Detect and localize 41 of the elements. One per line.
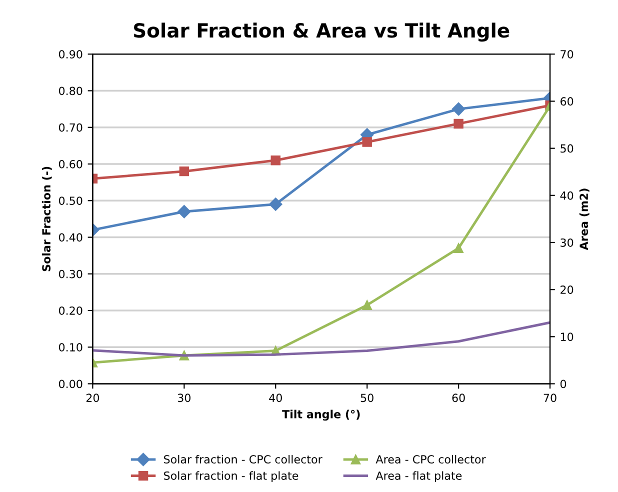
point (270, 155, 280, 166)
point (179, 166, 190, 176)
x-tick-label: 30 (178, 394, 190, 402)
y-tick-label: 0.40 (58, 233, 82, 242)
point (178, 205, 191, 218)
y2-tick-label: 30 (560, 238, 574, 247)
y-tick-label: 0.10 (58, 343, 82, 352)
point (362, 300, 372, 310)
x-tick-label: 20 (86, 394, 100, 402)
legend-label: Solar fraction - CPC collector (164, 454, 322, 464)
y-tick-label: 0.70 (58, 123, 82, 132)
y-tick-label: 0.00 (58, 380, 82, 388)
x-axis-title: Tilt angle (°) (282, 410, 360, 421)
y2-tick-label: 40 (560, 191, 574, 200)
y2-axis-title: Area (m2) (579, 188, 590, 250)
y-tick-label: 0.50 (58, 196, 82, 206)
point (362, 137, 372, 147)
x-tick-label: 70 (544, 394, 556, 402)
y-axis-title: Solar Fraction (-) (42, 166, 52, 272)
legend-label: Area - flat plate (376, 471, 462, 482)
y2-tick-label: 20 (560, 286, 574, 294)
point (452, 102, 466, 116)
y2-tick-label: 10 (560, 332, 574, 342)
point (269, 198, 282, 211)
y-tick-label: 0.80 (58, 86, 82, 96)
legend-label: Area - CPC collector (376, 454, 486, 464)
x-tick-label: 50 (360, 394, 374, 402)
y2-tick-label: 50 (560, 144, 574, 153)
x-tick-label: 40 (269, 394, 282, 402)
x-tick-label: 60 (452, 394, 465, 402)
chart-title: Solar Fraction & Area vs Tilt Angle (134, 22, 510, 42)
y2-tick-label: 0 (560, 380, 566, 388)
y2-tick-label: 60 (560, 97, 574, 106)
y-tick-label: 0.30 (58, 270, 82, 278)
point (454, 118, 464, 129)
y-tick-label: 0.60 (58, 160, 82, 168)
point (454, 243, 464, 253)
y2-tick-label: 70 (560, 50, 574, 58)
y-tick-label: 0.20 (58, 306, 82, 315)
legend-label: Solar fraction - flat plate (164, 471, 298, 482)
y-tick-label: 0.90 (58, 50, 82, 58)
